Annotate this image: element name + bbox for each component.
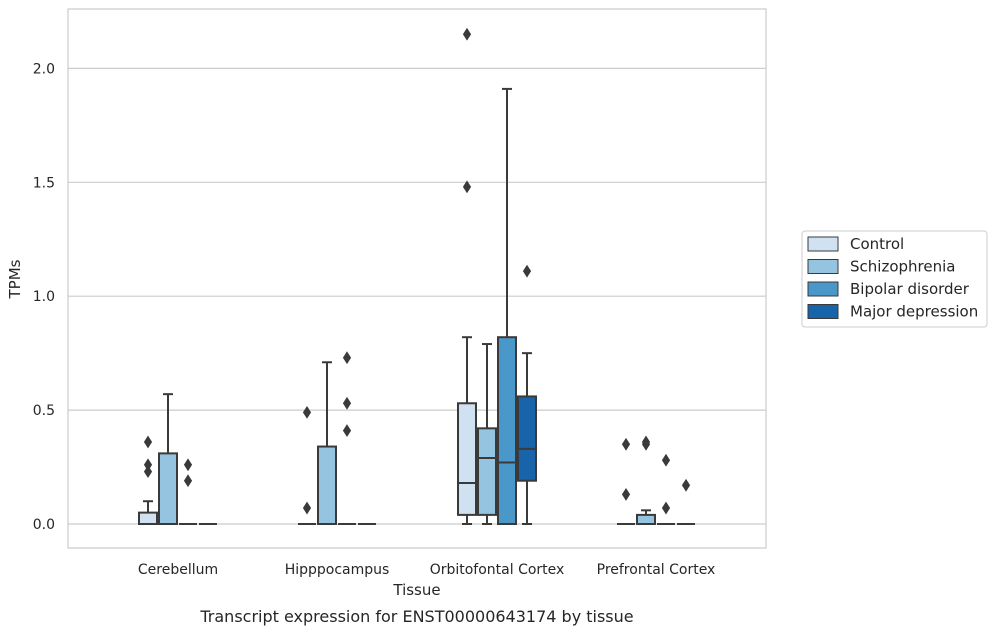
legend: Control Schizophrenia Bipolar disorder Majo… <box>801 230 988 328</box>
outlier-point <box>342 351 352 365</box>
box-group <box>317 361 337 526</box>
outlier-point <box>342 396 352 410</box>
box <box>158 452 178 525</box>
outlier-point <box>641 437 651 451</box>
box-group <box>298 405 316 525</box>
box-group <box>657 453 675 525</box>
legend-swatch <box>807 259 839 274</box>
legend-label: Schizophrenia <box>850 258 955 276</box>
chart-caption: Transcript expression for ENST0000064317… <box>199 607 633 626</box>
box-group <box>617 437 635 525</box>
box-group <box>138 435 158 525</box>
y-axis-title: TPMs <box>6 259 24 299</box>
x-tick-label: Hipppocampus <box>285 562 390 578</box>
outlier-point <box>462 180 472 194</box>
y-tick-label: 1.0 <box>33 289 55 305</box>
outlier-point <box>681 478 691 492</box>
y-tick-labels: 0.0 0.5 1.0 1.5 2.0 <box>33 61 55 533</box>
legend-swatch <box>807 281 839 297</box>
box-group <box>457 27 477 525</box>
box <box>317 445 337 526</box>
outlier-point <box>462 27 472 41</box>
outlier-point <box>302 501 312 515</box>
x-tick-label: Prefrontal Cortex <box>597 562 716 578</box>
outlier-point <box>183 458 193 472</box>
outlier-point <box>522 264 532 278</box>
box <box>497 336 517 526</box>
box <box>138 511 158 525</box>
x-tick-label: Orbitofontal Cortex <box>430 562 565 578</box>
legend-swatch <box>807 236 839 252</box>
y-tick-label: 0.0 <box>33 517 55 533</box>
legend-label: Major depression <box>850 303 978 321</box>
outlier-point <box>302 405 312 419</box>
x-tick-label: Cerebellum <box>138 562 218 578</box>
plot-frame <box>67 8 767 549</box>
box-group <box>677 478 695 525</box>
legend-label: Control <box>850 235 904 253</box>
outlier-point <box>143 465 153 479</box>
box-group <box>517 264 537 525</box>
box <box>477 427 497 516</box>
outlier-point <box>342 424 352 438</box>
box <box>457 402 477 516</box>
y-tick-label: 0.5 <box>33 403 55 419</box>
box-group <box>338 351 356 525</box>
y-tick-label: 2.0 <box>33 61 55 77</box>
box <box>636 513 656 525</box>
legend-frame <box>801 230 988 328</box>
box-group <box>636 435 656 525</box>
y-tick-label: 1.5 <box>33 175 55 191</box>
outlier-point <box>621 487 631 501</box>
x-axis-title: Tissue <box>392 581 440 599</box>
box-group <box>477 343 497 525</box>
x-tick-labels: Cerebellum Hipppocampus Orbitofontal Corte… <box>138 562 715 578</box>
box-group <box>497 87 517 526</box>
outlier-point <box>661 501 671 515</box>
outlier-point <box>661 453 671 467</box>
outlier-point <box>183 474 193 488</box>
outlier-point <box>143 435 153 449</box>
box-layer <box>138 27 695 526</box>
legend-swatch <box>807 304 839 319</box>
legend-label: Bipolar disorder <box>850 280 970 298</box>
box <box>517 395 537 482</box>
box-group <box>179 458 197 525</box>
outlier-point <box>621 437 631 451</box>
box-group <box>158 393 178 525</box>
